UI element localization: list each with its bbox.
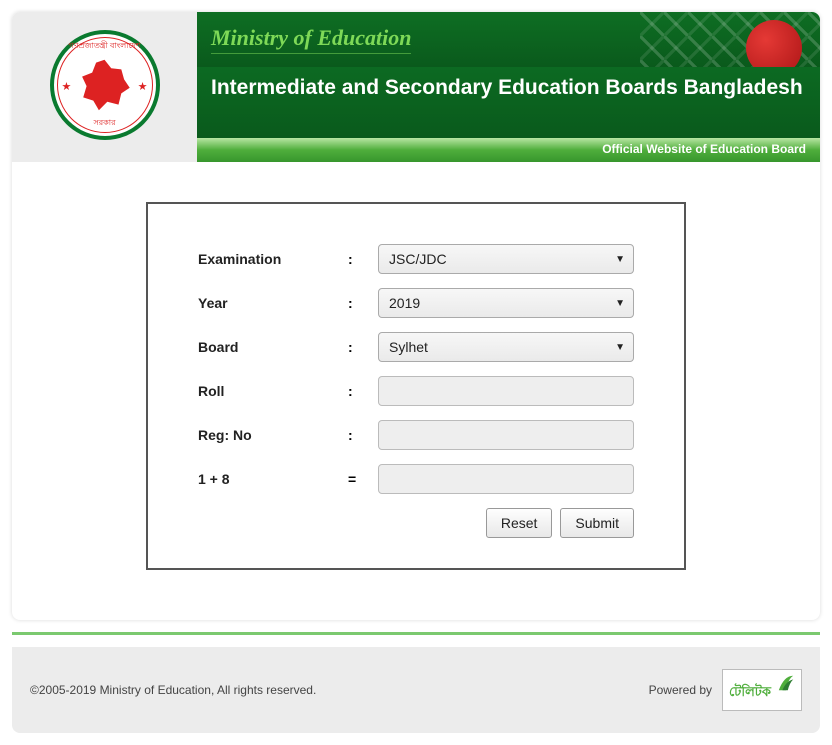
- select-board[interactable]: Sylhet: [378, 332, 634, 362]
- seal-text-bottom: সরকার: [93, 117, 115, 130]
- row-captcha: 1 + 8 =: [198, 464, 634, 494]
- colon: :: [348, 295, 378, 311]
- banner: Ministry of Education Intermediate and S…: [197, 12, 820, 162]
- footer-right: Powered by টেলিটক: [649, 669, 802, 711]
- footer: ©2005-2019 Ministry of Education, All ri…: [12, 647, 820, 733]
- ministry-title: Ministry of Education: [211, 25, 411, 54]
- select-year-value: 2019: [389, 295, 420, 311]
- submit-button[interactable]: Submit: [560, 508, 634, 538]
- label-roll: Roll: [198, 383, 348, 399]
- footer-separator: [12, 632, 820, 635]
- reset-button[interactable]: Reset: [486, 508, 553, 538]
- board-title: Intermediate and Secondary Education Boa…: [197, 67, 820, 138]
- select-board-value: Sylhet: [389, 339, 428, 355]
- equals: =: [348, 471, 378, 487]
- powered-by-label: Powered by: [649, 683, 712, 697]
- copyright-text: ©2005-2019 Ministry of Education, All ri…: [30, 683, 316, 697]
- row-regno: Reg: No :: [198, 420, 634, 450]
- teletalk-text: টেলিটক: [729, 683, 771, 704]
- row-examination: Examination : JSC/JDC: [198, 244, 634, 274]
- label-captcha: 1 + 8: [198, 471, 348, 487]
- seal-map-icon: [77, 57, 133, 113]
- label-regno: Reg: No: [198, 427, 348, 443]
- row-roll: Roll :: [198, 376, 634, 406]
- select-examination[interactable]: JSC/JDC: [378, 244, 634, 274]
- result-form: Examination : JSC/JDC Year : 2019: [146, 202, 686, 570]
- star-icon: ★: [62, 80, 72, 93]
- seal-text-top: গণপ্রজাতন্ত্রী বাংলাদেশ: [68, 40, 140, 53]
- star-icon: ★: [138, 80, 148, 93]
- content: Examination : JSC/JDC Year : 2019: [12, 162, 820, 620]
- select-year[interactable]: 2019: [378, 288, 634, 318]
- row-board: Board : Sylhet: [198, 332, 634, 362]
- banner-top: Ministry of Education: [197, 12, 820, 67]
- label-board: Board: [198, 339, 348, 355]
- flag-circle-icon: [746, 20, 802, 67]
- banner-subtitle: Official Website of Education Board: [197, 138, 820, 162]
- input-roll[interactable]: [378, 376, 634, 406]
- teletalk-logo: টেলিটক: [722, 669, 802, 711]
- colon: :: [348, 427, 378, 443]
- header: গণপ্রজাতন্ত্রী বাংলাদেশ ★ ★ সরকার Minist…: [12, 12, 820, 162]
- colon: :: [348, 251, 378, 267]
- teletalk-swoosh-icon: [777, 674, 795, 692]
- label-examination: Examination: [198, 251, 348, 267]
- logo-area: গণপ্রজাতন্ত্রী বাংলাদেশ ★ ★ সরকার: [12, 12, 197, 162]
- select-examination-value: JSC/JDC: [389, 251, 447, 267]
- input-captcha[interactable]: [378, 464, 634, 494]
- gov-seal-icon: গণপ্রজাতন্ত্রী বাংলাদেশ ★ ★ সরকার: [50, 30, 160, 140]
- input-regno[interactable]: [378, 420, 634, 450]
- colon: :: [348, 339, 378, 355]
- row-year: Year : 2019: [198, 288, 634, 318]
- button-row: Reset Submit: [198, 508, 634, 538]
- colon: :: [348, 383, 378, 399]
- label-year: Year: [198, 295, 348, 311]
